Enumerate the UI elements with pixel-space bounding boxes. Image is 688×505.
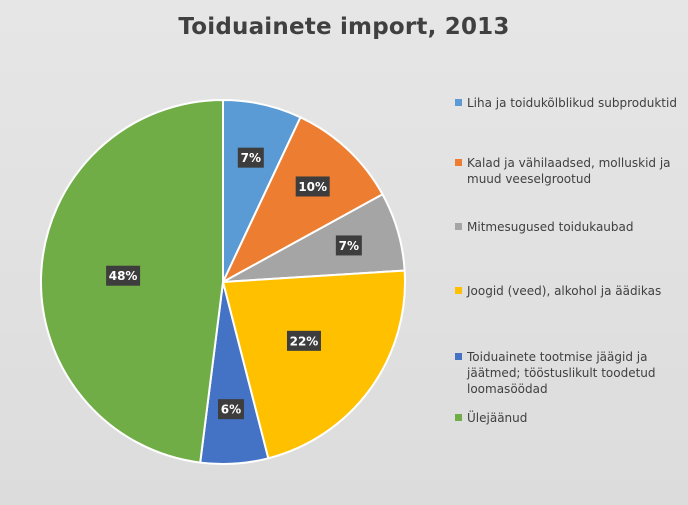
data-label-3: 7% (335, 235, 362, 256)
legend-label: Toiduainete tootmise jäägid ja jäätmed; … (467, 350, 656, 396)
legend-item-6: Ülejäänud (455, 410, 680, 426)
legend-item-3: Mitmesugused toidukaubad (455, 219, 680, 235)
data-label-5: 6% (217, 399, 244, 420)
legend-item-1: Liha ja toidukõlblikud subproduktid (455, 95, 680, 111)
legend-swatch (455, 99, 462, 106)
data-label-text: 10% (298, 180, 327, 194)
legend-label: Joogid (veed), alkohol ja äädikas (467, 284, 662, 298)
data-label-6: 48% (106, 265, 141, 286)
legend-item-4: Joogid (veed), alkohol ja äädikas (455, 283, 680, 299)
legend-label: Ülejäänud (467, 411, 528, 425)
pie-slice-2 (220, 115, 384, 285)
data-label-text: 7% (339, 239, 359, 253)
legend-swatch (455, 287, 462, 294)
legend-label: Mitmesugused toidukaubad (467, 220, 634, 234)
pie-slice-4 (221, 269, 406, 460)
legend-item-5: Toiduainete tootmise jäägid ja jäätmed; … (455, 349, 680, 397)
legend-swatch (455, 159, 462, 166)
legend-label: Kalad ja vähilaadsed, molluskid ja muud … (467, 156, 671, 186)
data-label-text: 7% (241, 151, 261, 165)
data-label-2: 10% (295, 176, 330, 197)
data-label-1: 7% (237, 147, 264, 168)
legend-item-2: Kalad ja vähilaadsed, molluskid ja muud … (455, 155, 680, 187)
data-label-4: 22% (286, 330, 321, 351)
legend-swatch (455, 223, 462, 230)
data-label-text: 6% (221, 403, 241, 417)
chart-title: Toiduainete import, 2013 (178, 14, 510, 40)
legend-swatch (455, 414, 462, 421)
data-label-text: 48% (109, 269, 138, 283)
legend-swatch (455, 353, 462, 360)
data-label-text: 22% (290, 334, 319, 348)
legend-label: Liha ja toidukõlblikud subproduktid (467, 96, 677, 110)
